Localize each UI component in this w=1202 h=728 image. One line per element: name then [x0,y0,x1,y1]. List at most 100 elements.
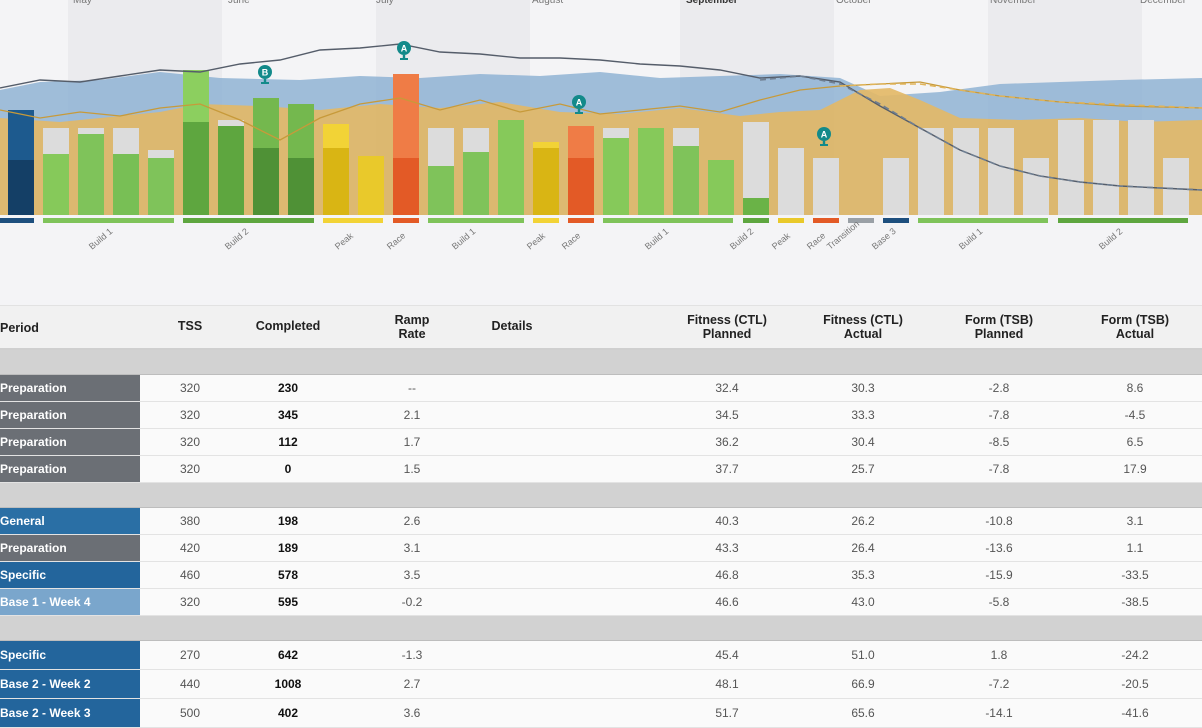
table-row[interactable]: Preparation 320 112 1.7 36.2 30.4 -8.5 6.5 [0,429,1202,456]
week-bar [778,148,804,215]
table-row[interactable]: Base 2 - Week 2 440 1008 2.7 48.1 66.9 -7.2 -20… [0,670,1202,699]
col-period[interactable]: Period [0,321,39,335]
week-bar-completed [568,158,594,215]
month-label: October [836,0,872,6]
period-cell[interactable]: Preparation [0,535,140,561]
period-cell[interactable]: Preparation [0,456,140,482]
table-row[interactable]: Base 1 - Week 4 320 595 -0.2 46.6 43.0 -5.8 -38… [0,589,1202,616]
week-bar [113,128,139,154]
ctl-planned-cell: 36.2 [715,435,739,449]
tsb-planned-cell: -15.9 [985,568,1013,582]
phase-bar [533,218,559,223]
week-bar-completed [78,134,104,215]
period-table: Period TSS Completed Ramp Rate Details Fi… [0,305,1202,728]
completed-cell: 0 [284,462,292,476]
table-row[interactable]: Specific 270 642 -1.3 45.4 51.0 1.8 -24.2 [0,641,1202,670]
period-cell[interactable]: General [0,508,140,534]
group-separator [0,483,1202,508]
week-bar-completed [708,160,734,215]
col-ctl-planned[interactable]: Fitness (CTL) Planned [672,313,782,341]
phase-label: Peak [525,230,548,251]
ramp-cell: -- [408,381,416,395]
phase-bar [778,218,804,223]
period-cell[interactable]: Specific [0,641,140,669]
tsb-actual-cell: -24.2 [1121,648,1149,662]
table-row[interactable]: Preparation 320 230 -- 32.4 30.3 -2.8 8.6 [0,375,1202,402]
tsb-actual-cell: -38.5 [1121,595,1149,609]
table-row[interactable]: Base 2 - Week 3 500 402 3.6 51.7 65.6 -14.1 -41… [0,699,1202,728]
form-line [0,81,1202,141]
col-ctla-line2: Actual [843,327,883,341]
table-row[interactable]: General 380 198 2.6 40.3 26.2 -10.8 3.1 [0,508,1202,535]
period-cell[interactable]: Preparation [0,429,140,455]
col-tsb-planned[interactable]: Form (TSB) Planned [944,313,1054,341]
week-bar [253,98,279,148]
week-bar [323,124,349,148]
ctl-actual-cell: 66.9 [851,677,875,691]
ramp-cell: 1.5 [403,462,421,476]
period-cell[interactable]: Specific [0,562,140,588]
ramp-cell: 2.7 [403,677,421,691]
tsb-planned-cell: -7.8 [988,462,1010,476]
event-priority-label: A [401,44,408,54]
col-ramp-rate[interactable]: Ramp Rate [380,313,444,341]
period-cell[interactable]: Base 1 - Week 4 [0,589,140,615]
table-row[interactable]: Preparation 320 0 1.5 37.7 25.7 -7.8 17.9 [0,456,1202,483]
form-projection-line [839,83,1202,109]
phase-bar [918,218,1048,223]
training-plan-chart[interactable]: May June July August September October Novembe… [0,0,1202,305]
event-marker-icon [572,95,586,109]
ctl-planned-cell: 46.8 [715,568,739,582]
phase-label: Peak [770,230,793,251]
phase-bar [813,218,839,223]
period-cell[interactable]: Preparation [0,375,140,401]
table-header: Period TSS Completed Ramp Rate Details Fi… [0,305,1202,350]
tsb-actual-cell: 3.1 [1126,514,1144,528]
completed-cell: 112 [278,435,298,449]
col-tss[interactable]: TSS [177,319,203,333]
phase-label: Base 3 [870,226,898,252]
completed-cell: 578 [277,568,299,582]
week-bar [288,104,314,158]
event-marker-icon [817,127,831,141]
col-ctl-actual[interactable]: Fitness (CTL) Actual [808,313,918,341]
tsb-actual-cell: 6.5 [1126,435,1144,449]
col-tsba-line2: Actual [1115,327,1155,341]
tsb-planned-cell: -7.8 [988,408,1010,422]
week-bar-completed [428,166,454,215]
phase-bar [568,218,594,223]
ctl-actual-cell: 30.3 [851,381,875,395]
col-details[interactable]: Details [491,319,533,333]
ctl-actual-cell: 25.7 [851,462,875,476]
ctl-actual-cell: 51.0 [851,648,875,662]
week-bar-completed [43,154,69,215]
phase-label: Build 2 [223,226,251,251]
event-marker-base [400,58,408,60]
week-bar [218,120,244,126]
week-bar-completed [673,146,699,215]
ctl-actual-cell: 26.2 [851,514,875,528]
week-bar-completed [603,138,629,215]
ctl-planned-cell: 43.3 [715,541,739,555]
tss-cell: 320 [179,435,201,449]
ctl-planned-cell: 34.5 [715,408,739,422]
event-marker-icon [397,41,411,55]
event-marker-base [820,144,828,146]
week-bar [673,128,699,146]
period-cell[interactable]: Base 2 - Week 2 [0,670,140,698]
completed-cell: 198 [277,514,299,528]
col-tsb-actual[interactable]: Form (TSB) Actual [1080,313,1190,341]
week-bar [183,70,209,122]
table-row[interactable]: Specific 460 578 3.5 46.8 35.3 -15.9 -33.5 [0,562,1202,589]
period-cell[interactable]: Preparation [0,402,140,428]
week-bar [813,158,839,215]
ramp-cell: -0.2 [401,595,423,609]
tsb-planned-cell: -5.8 [988,595,1010,609]
phase-label: Build 1 [643,226,671,251]
table-row[interactable]: Preparation 320 345 2.1 34.5 33.3 -7.8 -4.5 [0,402,1202,429]
col-completed[interactable]: Completed [255,319,321,333]
period-cell[interactable]: Base 2 - Week 3 [0,699,140,727]
table-row[interactable]: Preparation 420 189 3.1 43.3 26.4 -13.6 1.1 [0,535,1202,562]
week-bar [1128,120,1154,215]
phase-bar [393,218,419,223]
